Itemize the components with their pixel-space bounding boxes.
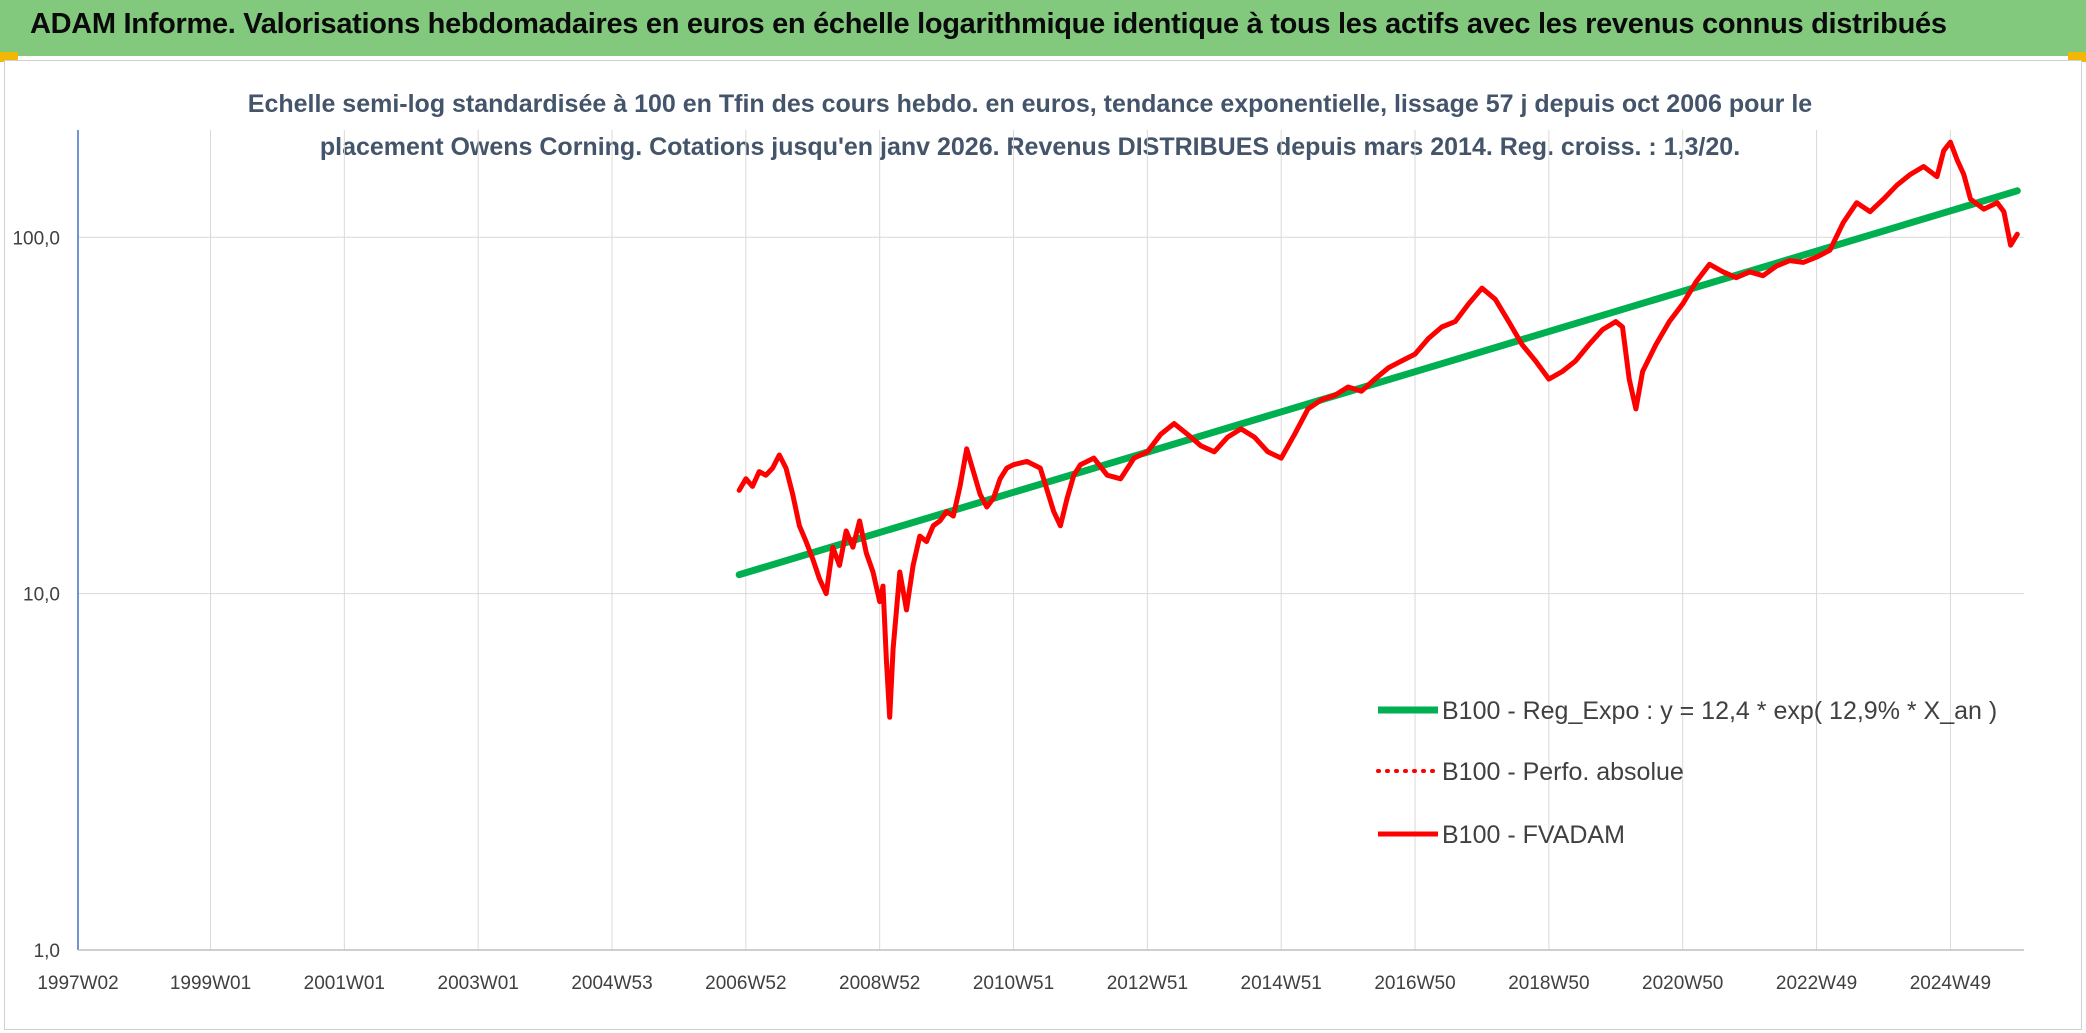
x-tick-label: 2018W50 (1508, 973, 1589, 994)
title-banner: ADAM Informe. Valorisations hebdomadaire… (0, 0, 2086, 56)
series-line-2 (736, 139, 2020, 720)
y-tick-label: 10,0 (23, 585, 60, 606)
x-tick-label: 2024W49 (1910, 973, 1991, 994)
x-tick-label: 2016W50 (1374, 973, 1455, 994)
series-line-0 (735, 187, 2021, 579)
chart-title-line-1: Echelle semi-log standardisée à 100 en T… (247, 90, 1813, 118)
y-tick-label: 1,0 (34, 941, 60, 962)
x-tick-label: 2006W52 (705, 973, 786, 994)
corner-marker-left (0, 52, 18, 62)
x-tick-label: 1997W02 (37, 973, 118, 994)
x-tick-label: 2001W01 (304, 973, 385, 994)
x-tick-label: 2008W52 (839, 973, 920, 994)
legend-label: B100 - FVADAM (1442, 821, 1625, 849)
x-tick-label: 2022W49 (1776, 973, 1857, 994)
x-tick-label: 2004W53 (571, 973, 652, 994)
chart-title-line-2: placement Owens Corning. Cotations jusqu… (319, 133, 1741, 161)
legend-label: B100 - Perfo. absolue (1442, 758, 1684, 786)
y-tick-label: 100,0 (12, 228, 60, 249)
corner-marker-right (2068, 52, 2086, 62)
x-tick-label: 2014W51 (1241, 973, 1322, 994)
x-tick-label: 2012W51 (1107, 973, 1188, 994)
x-tick-label: 2020W50 (1642, 973, 1723, 994)
x-tick-label: 2010W51 (973, 973, 1054, 994)
chart-area (4, 60, 2082, 1030)
report-title: ADAM Informe. Valorisations hebdomadaire… (30, 8, 1947, 40)
legend-label: B100 - Reg_Expo : y = 12,4 * exp( 12,9% … (1442, 697, 1997, 725)
x-tick-label: 1999W01 (170, 973, 251, 994)
x-tick-label: 2003W01 (438, 973, 519, 994)
